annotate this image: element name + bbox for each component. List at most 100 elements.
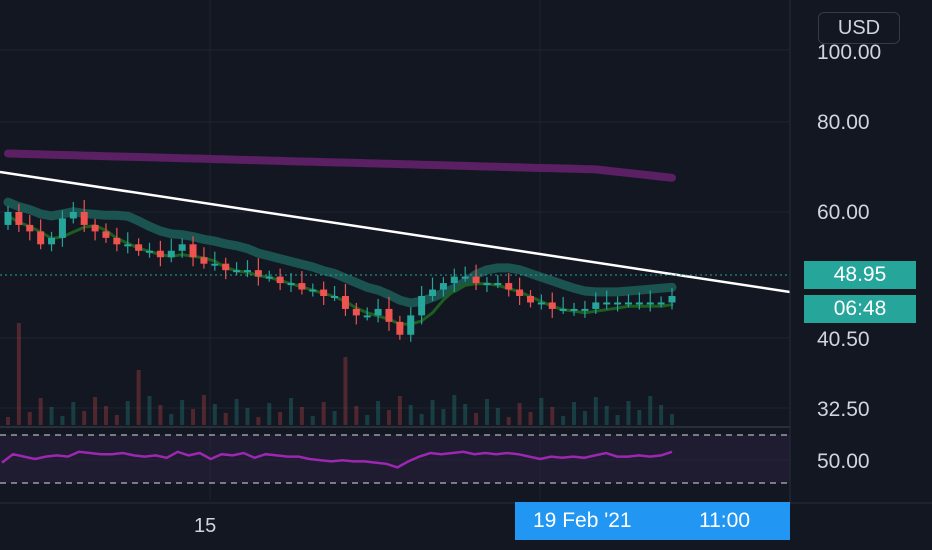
candle-body xyxy=(15,212,23,225)
volume-bar xyxy=(60,416,65,425)
trendline[interactable] xyxy=(0,170,791,294)
candle-body xyxy=(91,224,99,232)
volume-bar xyxy=(572,402,577,425)
candle-body xyxy=(254,270,262,277)
volume-bar xyxy=(593,397,598,425)
candle-body xyxy=(276,276,284,284)
volume-bar xyxy=(49,407,54,425)
volume-bar xyxy=(27,412,32,425)
volume-bar xyxy=(484,399,489,425)
crosshair-date: 19 Feb '21 xyxy=(533,509,632,532)
countdown-tag: 06:48 xyxy=(804,295,916,323)
candle-body xyxy=(374,308,382,316)
candle-body xyxy=(614,302,622,305)
candle-body xyxy=(559,308,567,311)
volume-bar xyxy=(582,411,587,425)
candle-body xyxy=(200,257,208,264)
volume-bar xyxy=(82,411,87,425)
candle-body xyxy=(298,283,306,290)
last-price-tag: 48.95 xyxy=(804,261,916,289)
volume-bars xyxy=(6,323,674,425)
volume-bar xyxy=(136,370,141,425)
rsi-band-fill xyxy=(0,435,790,483)
candle-body xyxy=(320,289,328,296)
candle-body xyxy=(570,308,578,311)
volume-bar xyxy=(125,401,130,425)
candle-body xyxy=(211,263,219,266)
volume-bar xyxy=(517,403,522,425)
candle-body xyxy=(396,321,404,335)
candlesticks xyxy=(4,200,676,342)
candle-body xyxy=(646,302,654,305)
rsi-tick-label: 50.00 xyxy=(817,450,870,473)
volume-bar xyxy=(550,407,555,425)
volume-bar xyxy=(114,415,119,425)
candle-body xyxy=(635,302,643,305)
volume-bar xyxy=(637,410,642,425)
candle-body xyxy=(341,296,349,309)
candle-body xyxy=(581,308,589,311)
candle-body xyxy=(178,244,186,251)
candle-body xyxy=(26,224,34,232)
volume-bar xyxy=(223,413,228,425)
candle-body xyxy=(265,276,273,279)
volume-bar xyxy=(419,414,424,425)
price-tick-label: 60.00 xyxy=(817,201,870,224)
volume-bar xyxy=(158,405,163,425)
price-tick-label: 32.50 xyxy=(817,398,870,421)
candle-body xyxy=(233,270,241,273)
currency-button[interactable]: USD xyxy=(818,12,900,44)
volume-bar xyxy=(365,415,370,425)
candle-body xyxy=(429,289,437,296)
candle-body xyxy=(418,296,426,316)
volume-bar xyxy=(38,398,43,425)
rsi-line xyxy=(1,450,673,469)
volume-bar xyxy=(648,396,653,425)
volume-bar xyxy=(201,395,206,425)
volume-bar xyxy=(626,401,631,425)
candle-body xyxy=(668,296,676,303)
volume-bar xyxy=(256,417,261,425)
candle-body xyxy=(472,276,480,284)
candle-body xyxy=(352,308,360,316)
volume-bar xyxy=(16,323,21,425)
volume-bar xyxy=(332,411,337,425)
candle-body xyxy=(592,302,600,309)
volume-bar xyxy=(408,405,413,425)
candle-body xyxy=(385,308,393,322)
volume-bar xyxy=(441,409,446,425)
price-tick-label: 100.00 xyxy=(817,41,881,64)
candle-body xyxy=(494,283,502,286)
volume-bar xyxy=(180,400,185,425)
candle-body xyxy=(548,302,556,309)
candle-body xyxy=(526,296,534,303)
candle-body xyxy=(537,302,545,305)
candle-body xyxy=(167,250,175,258)
candle-body xyxy=(37,231,45,245)
volume-bar xyxy=(191,409,196,425)
volume-bar xyxy=(452,395,457,425)
volume-bar xyxy=(234,399,239,425)
volume-bar xyxy=(670,414,674,425)
volume-bar xyxy=(615,415,620,425)
volume-bar xyxy=(299,407,304,425)
candle-body xyxy=(69,212,77,219)
candle-body xyxy=(309,289,317,292)
volume-bar xyxy=(376,401,381,425)
volume-bar xyxy=(463,404,468,425)
volume-bar xyxy=(343,357,348,425)
volume-bar xyxy=(495,408,500,425)
volume-bar xyxy=(539,398,544,425)
time-tick-label: 15 xyxy=(194,515,216,537)
volume-bar xyxy=(659,405,664,425)
volume-bar xyxy=(321,402,326,425)
volume-bar xyxy=(93,397,98,425)
volume-bar xyxy=(267,403,272,425)
candle-body xyxy=(287,283,295,286)
volume-bar xyxy=(604,406,609,425)
candle-body xyxy=(363,315,371,318)
candle-body xyxy=(483,283,491,286)
candle-body xyxy=(80,212,88,225)
volume-bar xyxy=(561,416,566,425)
